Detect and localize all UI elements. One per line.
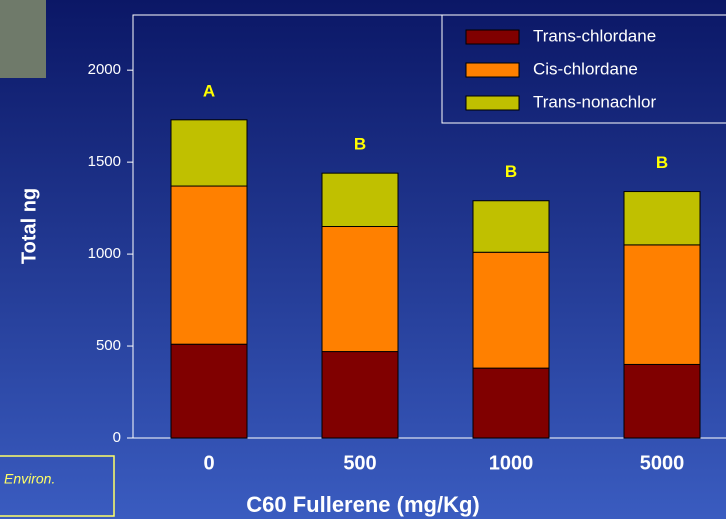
x-tick-label: 500 [343,452,376,474]
bar-segment [170,343,248,439]
plot-frame [132,14,726,439]
bar-segment [170,119,248,187]
bar-segment [623,363,701,439]
y-tick-label: 2000 [88,61,121,78]
bar-segment [321,226,399,353]
bar-segment [623,191,701,246]
x-tick-label: 5000 [640,452,685,474]
legend-swatch [465,95,520,111]
bar-segment [623,244,701,365]
bar-segment [472,251,550,369]
x-tick-label: 0 [203,452,214,474]
photo-fragment [0,0,46,78]
x-axis-label: C60 Fullerene (mg/Kg) [246,492,479,517]
citation: Environ. [4,471,55,487]
bar-segment [321,172,399,228]
annotation: A [203,81,215,100]
y-tick-label: 500 [96,337,121,354]
legend-label: Trans-chlordane [533,26,656,45]
bar-segment [472,367,550,439]
legend-swatch [465,29,520,45]
y-tick-label: 1000 [88,245,121,262]
citation-box [0,455,115,517]
y-tick-label: 0 [113,429,121,446]
legend-swatch [465,62,520,78]
annotation: B [354,135,366,154]
y-axis-label: Total ng [18,188,40,264]
bar-segment [170,185,248,345]
legend-box [441,14,726,124]
bar-segment [472,200,550,253]
annotation: B [656,153,668,172]
bar-segment [321,351,399,439]
legend-label: Trans-nonachlor [533,92,656,111]
annotation: B [505,162,517,181]
x-tick-label: 1000 [489,452,534,474]
y-tick-label: 1500 [88,153,121,170]
legend-label: Cis-chlordane [533,59,638,78]
